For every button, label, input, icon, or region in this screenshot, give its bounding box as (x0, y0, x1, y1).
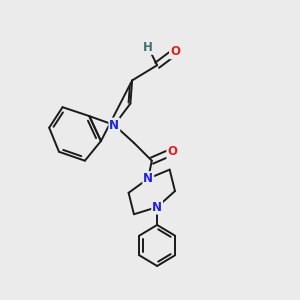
Text: H: H (143, 41, 153, 54)
Text: O: O (167, 145, 177, 158)
Text: O: O (170, 45, 180, 58)
Text: N: N (152, 201, 162, 214)
Text: N: N (109, 118, 119, 131)
Text: N: N (143, 172, 153, 185)
